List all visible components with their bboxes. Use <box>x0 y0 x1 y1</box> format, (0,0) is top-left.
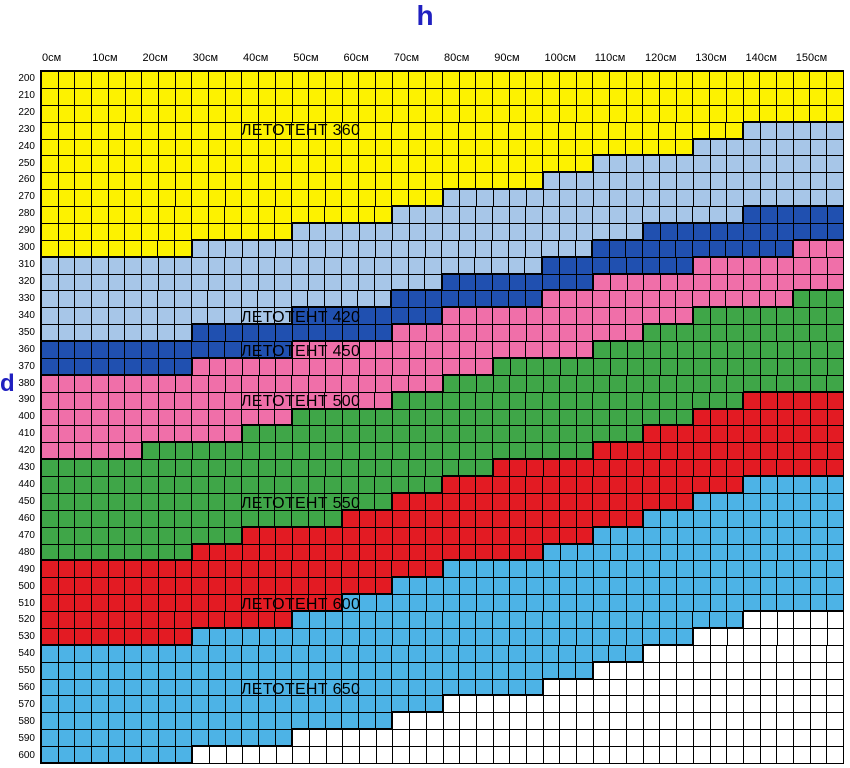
zone-label: ЛЕТОТЕНТ 420 <box>241 309 360 327</box>
row-label: 280 <box>12 205 38 222</box>
row-label: 570 <box>12 696 38 713</box>
column-header: 140см <box>744 52 794 70</box>
column-header: 50см <box>291 52 341 70</box>
row-label: 420 <box>12 442 38 459</box>
row-label: 330 <box>12 290 38 307</box>
row-label: 230 <box>12 121 38 138</box>
row-label: 590 <box>12 730 38 747</box>
row-label: 350 <box>12 324 38 341</box>
row-label: 540 <box>12 645 38 662</box>
row-label: 220 <box>12 104 38 121</box>
row-label: 290 <box>12 222 38 239</box>
row-label: 410 <box>12 425 38 442</box>
row-label: 500 <box>12 578 38 595</box>
row-label: 320 <box>12 273 38 290</box>
column-header: 60см <box>342 52 392 70</box>
column-header: 10см <box>90 52 140 70</box>
column-header: 70см <box>392 52 442 70</box>
column-header: 110см <box>593 52 643 70</box>
column-header: 30см <box>191 52 241 70</box>
row-label: 600 <box>12 747 38 764</box>
row-label: 310 <box>12 256 38 273</box>
column-header: 130см <box>693 52 743 70</box>
column-header: 40см <box>241 52 291 70</box>
row-label: 550 <box>12 662 38 679</box>
row-label: 580 <box>12 713 38 730</box>
row-label: 380 <box>12 375 38 392</box>
zone-label: ЛЕТОТЕНТ 450 <box>241 343 360 361</box>
chart-container: h d 0см10см20см30см40см50см60см70см80см9… <box>0 0 850 768</box>
column-header: 0см <box>40 52 90 70</box>
row-label: 430 <box>12 459 38 476</box>
row-label: 460 <box>12 510 38 527</box>
row-label: 560 <box>12 679 38 696</box>
row-label: 480 <box>12 544 38 561</box>
row-label: 340 <box>12 307 38 324</box>
row-label: 370 <box>12 358 38 375</box>
grid-wrap: 0см10см20см30см40см50см60см70см80см90см1… <box>40 52 844 764</box>
row-label: 240 <box>12 138 38 155</box>
row-label: 470 <box>12 527 38 544</box>
row-label: 270 <box>12 188 38 205</box>
row-label: 450 <box>12 493 38 510</box>
row-label: 360 <box>12 341 38 358</box>
zone-label: ЛЕТОТЕНТ 500 <box>241 393 360 411</box>
row-label: 210 <box>12 87 38 104</box>
column-headers: 0см10см20см30см40см50см60см70см80см90см1… <box>40 52 844 70</box>
zone-label: ЛЕТОТЕНТ 600 <box>241 596 360 614</box>
row-label: 250 <box>12 155 38 172</box>
row-labels: 2002102202302402502602702802903003103203… <box>12 70 38 764</box>
heatmap-grid <box>40 70 844 764</box>
row-label: 200 <box>12 70 38 87</box>
row-label: 440 <box>12 476 38 493</box>
column-header: 80см <box>442 52 492 70</box>
axis-label-h: h <box>416 0 433 32</box>
row-label: 490 <box>12 561 38 578</box>
row-label: 530 <box>12 628 38 645</box>
column-header: 100см <box>543 52 593 70</box>
zone-label: ЛЕТОТЕНТ 650 <box>241 681 360 699</box>
row-label: 260 <box>12 172 38 189</box>
row-label: 520 <box>12 612 38 629</box>
row-label: 510 <box>12 595 38 612</box>
row-label: 390 <box>12 392 38 409</box>
column-header: 150см <box>794 52 844 70</box>
row-label: 400 <box>12 408 38 425</box>
zone-label: ЛЕТОТЕНТ 360 <box>241 122 360 140</box>
column-header: 90см <box>492 52 542 70</box>
zone-label: ЛЕТОТЕНТ 550 <box>241 495 360 513</box>
column-header: 120см <box>643 52 693 70</box>
column-header: 20см <box>141 52 191 70</box>
row-label: 300 <box>12 239 38 256</box>
